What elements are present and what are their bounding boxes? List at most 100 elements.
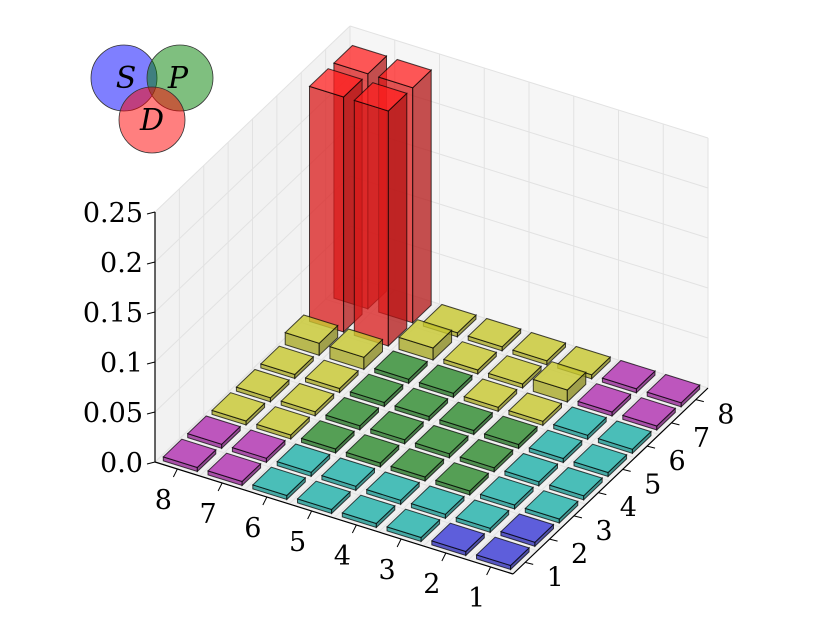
z-tick-label: 0.0 (100, 448, 143, 479)
x-tick-label: 4 (334, 541, 351, 572)
x-tick-label: 6 (244, 513, 261, 544)
bar-5-1 (296, 480, 352, 515)
bar-7-7 (353, 82, 408, 348)
bar-top (597, 420, 652, 450)
bar-4-6 (463, 378, 518, 413)
axis-lines (154, 212, 709, 575)
bar-1-4 (548, 466, 604, 501)
bar-top (479, 476, 535, 506)
bar-2-4 (503, 452, 559, 487)
bar-top (324, 396, 380, 427)
bar-6-5 (349, 373, 404, 408)
z-tick-label: 0.25 (83, 198, 143, 229)
bar-2-5 (528, 429, 583, 464)
bar-top (211, 392, 266, 422)
y-tick-label: 2 (571, 539, 588, 570)
bar-7-4 (280, 382, 335, 417)
bar-3-5 (483, 415, 539, 450)
bar-3-1 (386, 508, 441, 543)
bar-8-3 (211, 392, 266, 427)
bar-top (341, 494, 396, 525)
z-tick-label: 0.2 (100, 248, 143, 279)
bar-4-4 (414, 424, 469, 459)
bar-8-2 (186, 415, 242, 450)
bar-top (349, 373, 404, 404)
wall-grid-line (154, 25, 351, 213)
bar-top (577, 383, 632, 413)
bar-top (483, 415, 539, 446)
bar-top (390, 448, 445, 478)
wall-grid-line (349, 25, 709, 139)
bar-6-3 (300, 420, 356, 455)
bar-6-6 (373, 350, 429, 385)
bar-1-6 (597, 420, 652, 455)
bar-top (511, 331, 567, 362)
bar-top (524, 490, 579, 520)
bar-top (231, 429, 286, 459)
bar-6-2 (276, 443, 331, 478)
bar-6-7 (398, 319, 453, 362)
bar-5-2 (320, 457, 376, 492)
bar-6-4 (324, 396, 380, 431)
y-axis-line (512, 387, 709, 575)
bar-8-1 (162, 438, 217, 473)
y-tick-mark (598, 492, 607, 496)
bar-7-5 (304, 359, 360, 394)
bar-1-7 (621, 397, 677, 432)
bar-top (414, 424, 469, 455)
y-tick-mark (646, 445, 656, 449)
bar-6-1 (251, 466, 307, 501)
bar-5-8 (467, 317, 522, 352)
x-tick-mark (351, 524, 357, 534)
bar-top (621, 397, 677, 427)
bar-3-6 (507, 392, 563, 427)
y-tick-mark (671, 422, 680, 426)
y-tick-mark (622, 468, 631, 472)
bar-4-1 (341, 494, 396, 529)
bar-5-3 (345, 434, 400, 469)
bar-top (398, 319, 453, 349)
x-tick-mark (396, 538, 402, 548)
bar-top (463, 378, 518, 408)
bar-2-1 (430, 522, 486, 557)
bar-top (300, 420, 356, 450)
x-tick-mark (441, 552, 447, 562)
y-tick-label: 6 (668, 446, 685, 477)
bar-top (280, 382, 335, 413)
bar-top (467, 317, 522, 348)
bar-top (548, 466, 604, 497)
x-tick-mark (262, 496, 268, 506)
z-tick-mark (146, 261, 156, 265)
z-tick-label: 0.05 (83, 398, 143, 429)
bar-7-1 (207, 452, 262, 487)
bar-7-2 (231, 429, 286, 464)
bar-top (207, 452, 262, 483)
bar-top (186, 415, 242, 445)
bar-top (235, 368, 290, 399)
bar-8-6 (284, 314, 339, 357)
bar-top (573, 443, 628, 474)
venn-legend: S PD (90, 44, 214, 154)
bar-1-3 (524, 490, 579, 525)
bar-top (259, 345, 315, 376)
bar-1-8 (646, 373, 701, 408)
bar-5-7 (442, 341, 498, 376)
bar-top (487, 355, 543, 385)
bar-top (284, 314, 339, 344)
y-tick-label: 7 (693, 423, 710, 454)
bar-7-3 (255, 406, 311, 441)
bar-top (418, 364, 473, 394)
bar-face (387, 92, 408, 348)
bar-4-5 (438, 401, 494, 436)
bar-top (332, 44, 388, 75)
y-tick-mark (549, 538, 558, 542)
bar-2-7 (577, 383, 632, 418)
x-tick-label: 8 (155, 485, 172, 516)
bar-2-6 (552, 406, 608, 441)
bar-top (507, 392, 563, 422)
bar-8-7 (308, 68, 364, 334)
bar-8-5 (259, 345, 315, 380)
bar-4-8 (511, 331, 567, 366)
